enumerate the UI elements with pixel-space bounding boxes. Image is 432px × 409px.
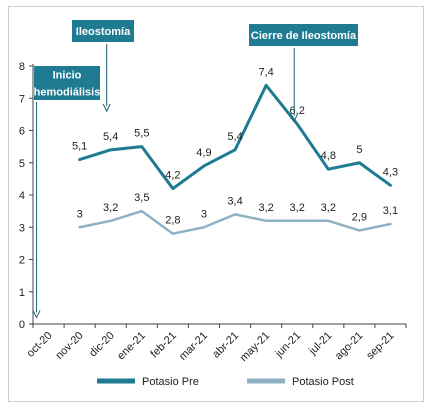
annotation-box — [249, 24, 358, 46]
data-label: 5,4 — [103, 131, 118, 143]
x-tick-label: dic-20 — [87, 330, 117, 360]
y-tick-label: 4 — [19, 190, 25, 202]
series-line-potasio-post — [78, 209, 392, 235]
x-tick-label: mar-21 — [177, 330, 210, 363]
x-tick-label: jun-21 — [273, 330, 304, 361]
series-layer: 5,1 5,4 5,5 4,2 4,9 5,4 7,4 6,2 4,8 5 4,3 3 3,2 3,5 2,… — [72, 66, 398, 235]
annotation-box — [34, 66, 100, 100]
annotation-arrow-head — [32, 310, 41, 319]
legend-label: Potasio Pre — [142, 376, 199, 388]
x-tick-label: nov-20 — [53, 330, 85, 362]
data-label: 7,4 — [258, 66, 273, 78]
data-label: 3,1 — [383, 205, 398, 217]
data-label: 6,2 — [290, 105, 305, 117]
x-tick-label: sep-21 — [364, 330, 396, 362]
y-tick-label: 1 — [19, 287, 25, 299]
annotation-arrow-head — [290, 113, 299, 122]
data-label: 5,4 — [227, 131, 242, 143]
data-label: 2,8 — [165, 215, 180, 227]
annotation-label: Inicio — [53, 70, 82, 82]
x-tick-label: ene-21 — [115, 330, 148, 363]
chart-frame — [8, 6, 424, 402]
data-label: 5,1 — [72, 141, 87, 153]
annotation-label: hemodiálisis — [34, 87, 101, 99]
x-tick-label: jul-21 — [306, 330, 334, 358]
data-label: 3 — [77, 208, 83, 220]
annotation-callout: Cierre de Ileostomía — [249, 24, 358, 122]
annotation-label: Ileostomía — [76, 26, 131, 38]
data-label: 4,8 — [321, 150, 336, 162]
annotation-arrow-head — [102, 103, 111, 113]
x-tick-label: abr-21 — [210, 330, 241, 361]
y-tick-label: 7 — [19, 93, 25, 105]
annotation-callout: Inicio hemodiálisis — [32, 66, 101, 319]
x-tick-label: ago-21 — [333, 330, 366, 363]
x-tick-label: oct-20 — [25, 330, 55, 360]
x-tick-label: feb-21 — [148, 330, 179, 361]
data-label: 3 — [201, 208, 207, 220]
data-label: 5,5 — [134, 128, 149, 140]
data-label: 3,2 — [290, 202, 305, 214]
data-label: 3,4 — [227, 195, 242, 207]
y-tick-label: 2 — [19, 255, 25, 267]
data-label: 3,5 — [134, 192, 149, 204]
y-tick-label: 3 — [19, 222, 25, 234]
annotation-callout: Ileostomía — [72, 20, 134, 113]
data-label: 4,2 — [165, 170, 180, 182]
data-label: 2,9 — [352, 211, 367, 223]
annotation-layer: Ileostomía Cierre de Ileostomía Inicio hemo… — [32, 20, 358, 319]
legend: Potasio Pre Potasio Post — [97, 376, 354, 388]
data-label: 4,9 — [196, 147, 211, 159]
annotation-label: Cierre de Ileostomía — [251, 30, 357, 42]
y-tick-label: 5 — [19, 158, 25, 170]
annotation-box — [72, 20, 134, 42]
data-label: 4,3 — [383, 166, 398, 178]
y-tick-label: 0 — [19, 319, 25, 331]
data-label: 3,2 — [258, 202, 273, 214]
y-tick-label: 6 — [19, 126, 25, 138]
y-tick-label: 8 — [19, 61, 25, 73]
data-label: 5 — [356, 144, 362, 156]
x-tick-label: may-21 — [238, 330, 272, 364]
legend-label: Potasio Post — [292, 376, 354, 388]
data-label: 3,2 — [321, 202, 336, 214]
data-label: 3,2 — [103, 202, 118, 214]
